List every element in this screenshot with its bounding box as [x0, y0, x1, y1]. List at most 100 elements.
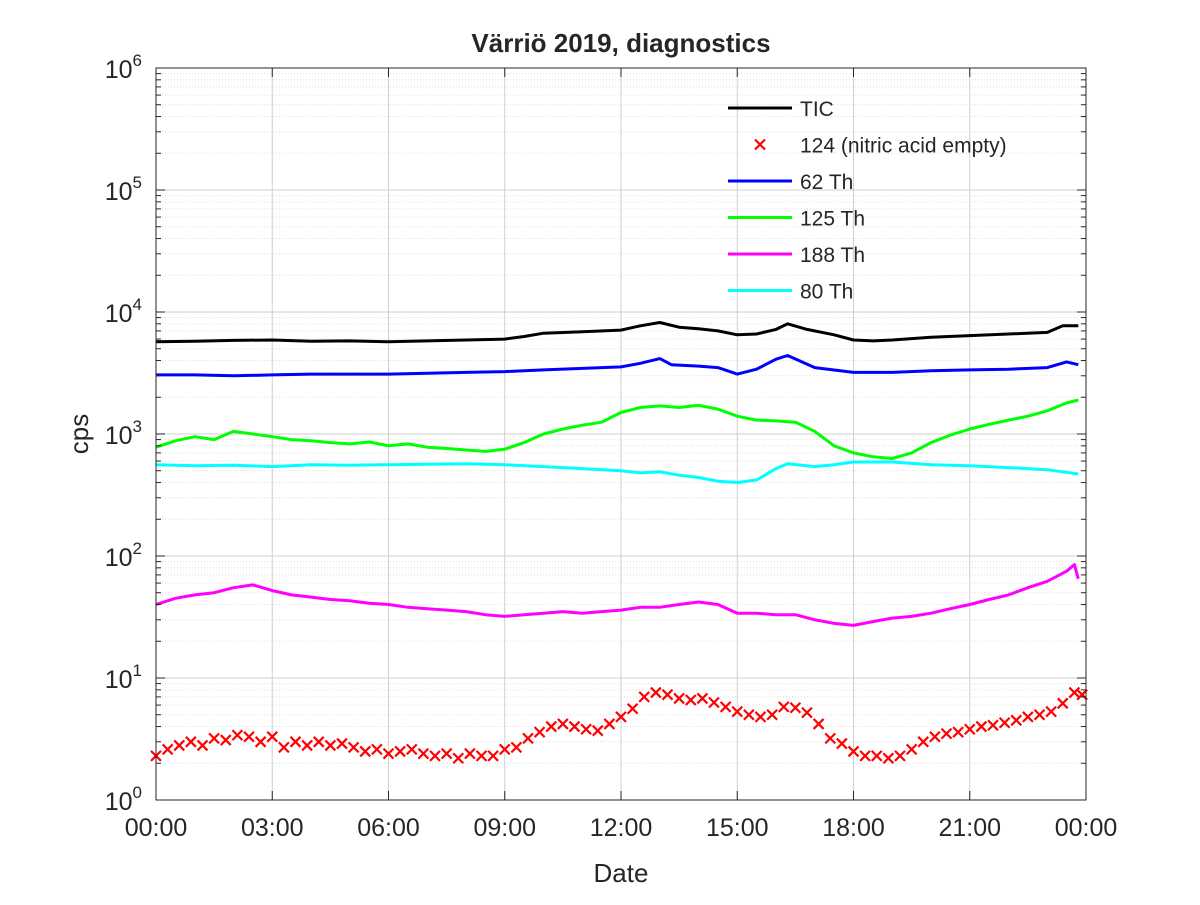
axis-ticks — [155, 67, 1087, 801]
data-point-marker — [917, 736, 930, 748]
data-point-marker — [394, 745, 406, 758]
legend: TIC 124 (nitric acid empty) 62 Th 125 Th 188… — [728, 98, 1007, 304]
x-tick-label: 06:00 — [357, 814, 420, 842]
data-point-marker — [650, 686, 662, 699]
data-point-marker — [801, 706, 813, 719]
data-point-marker — [847, 745, 860, 758]
data-point-marker — [731, 705, 744, 718]
legend-label-125-th: 125 Th — [800, 208, 865, 231]
data-point-marker — [278, 741, 290, 754]
data-point-marker — [998, 716, 1011, 729]
data-point-marker — [475, 750, 488, 762]
y-axis-label: cps — [64, 414, 94, 454]
data-point-marker — [1056, 697, 1069, 710]
legend-label-188-th: 188 Th — [800, 244, 865, 267]
y-tick-label: 102 — [105, 539, 142, 572]
data-point-marker — [464, 747, 476, 760]
legend-label-62-th: 62 Th — [800, 171, 853, 194]
data-point-marker — [894, 750, 906, 762]
data-point-marker — [696, 692, 709, 705]
data-point-marker — [708, 696, 720, 709]
x-tick-label: 00:00 — [1055, 814, 1118, 842]
data-point-marker — [719, 701, 732, 713]
data-point-marker — [161, 743, 174, 756]
data-point-marker — [382, 747, 395, 760]
data-point-marker — [929, 730, 941, 743]
legend-label-80-th: 80 Th — [800, 281, 853, 304]
data-point-marker — [208, 732, 220, 745]
x-tick-label: 15:00 — [706, 814, 769, 842]
series-line-125-th — [155, 398, 1079, 460]
data-point-marker — [1076, 688, 1088, 701]
data-point-marker — [963, 723, 976, 736]
y-tick-label: 100 — [105, 783, 142, 816]
data-point-marker — [952, 726, 964, 738]
data-point-marker — [882, 752, 895, 765]
series-line-tic — [155, 321, 1079, 344]
data-point-marker — [975, 720, 988, 733]
data-point-marker — [789, 702, 802, 714]
data-point-marker — [766, 708, 778, 721]
data-point-marker — [836, 737, 848, 750]
data-point-marker — [754, 711, 767, 723]
x-tick-label: 21:00 — [938, 814, 1001, 842]
data-point-marker — [440, 747, 453, 760]
data-point-marker — [615, 711, 627, 723]
data-point-marker — [452, 752, 465, 765]
y-tick-label: 106 — [105, 51, 142, 84]
data-point-marker — [1045, 705, 1057, 718]
data-point-marker — [940, 727, 953, 740]
data-point-marker — [522, 732, 534, 745]
data-point-marker — [580, 723, 592, 736]
x-tick-labels: 00:00 03:00 06:00 09:00 12:00 15:00 18:00 21:00… — [125, 814, 1118, 842]
legend-marker-124-nitric-acid-empty — [754, 138, 766, 151]
y-tick-labels: 100 101 102 103 104 105 106 — [105, 51, 142, 816]
series-124-nitric-acid-empty — [150, 686, 1088, 765]
data-point-marker — [254, 736, 267, 748]
x-axis-label: Date — [594, 858, 649, 888]
data-point-marker — [638, 691, 651, 703]
data-point-marker — [498, 743, 511, 756]
data-point-marker — [1033, 708, 1046, 721]
x-tick-label: 12:00 — [590, 814, 653, 842]
data-point-marker — [266, 730, 279, 743]
data-point-marker — [905, 743, 918, 756]
data-point-marker — [987, 719, 999, 732]
data-point-marker — [557, 718, 569, 730]
data-point-marker — [371, 743, 383, 756]
y-tick-label: 104 — [105, 295, 142, 328]
data-point-marker — [568, 720, 581, 733]
chart-title: Värriö 2019, diagnostics — [471, 28, 770, 58]
data-point-marker — [812, 718, 825, 730]
x-tick-label: 03:00 — [241, 814, 304, 842]
data-point-marker — [824, 732, 837, 745]
data-point-marker — [405, 743, 418, 756]
data-point-marker — [743, 708, 755, 721]
x-tick-label: 09:00 — [473, 814, 536, 842]
data-point-marker — [219, 734, 232, 746]
data-point-marker — [661, 688, 674, 701]
data-point-marker — [301, 739, 313, 752]
data-point-marker — [510, 741, 523, 754]
data-point-marker — [1010, 714, 1023, 727]
series-layer — [150, 321, 1088, 765]
data-point-marker — [777, 701, 790, 713]
data-point-marker — [429, 750, 441, 762]
data-point-marker — [684, 694, 697, 706]
data-point-marker — [673, 692, 685, 705]
x-tick-label: 18:00 — [822, 814, 885, 842]
legend-label-tic: TIC — [800, 98, 834, 121]
data-point-marker — [626, 702, 639, 715]
data-point-marker — [603, 718, 616, 730]
data-point-marker — [312, 736, 325, 748]
data-point-marker — [231, 729, 244, 741]
x-tick-label: 00:00 — [125, 814, 188, 842]
data-point-marker — [870, 750, 883, 762]
series-line-188-th — [155, 563, 1080, 627]
data-point-marker — [324, 739, 337, 752]
data-point-marker — [859, 750, 871, 762]
data-point-marker — [196, 739, 209, 752]
series-line-62-th — [156, 354, 1079, 378]
